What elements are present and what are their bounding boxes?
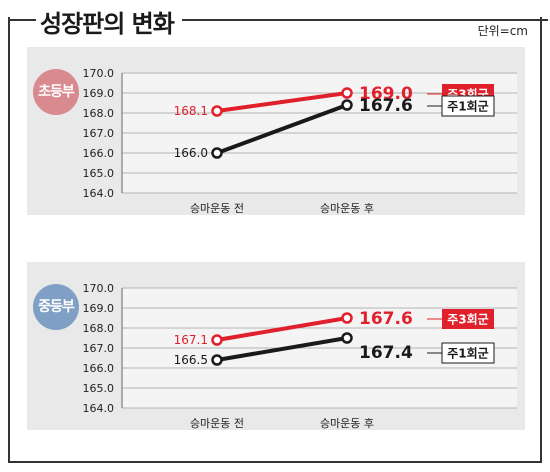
series-line (215, 316, 349, 342)
title-rule (8, 19, 548, 21)
data-label-end: 169.0 (359, 84, 413, 104)
data-label-end: 167.6 (359, 96, 413, 116)
panel-middle: 중등부 170.0 169.0 168.0 167.0 166.0 165.0 164.0 승… (27, 262, 525, 430)
x-tick-label: 승마운동 후 (320, 417, 374, 430)
panel-badge-elementary: 초등부 (33, 69, 79, 115)
x-tick-label: 승마운동 전 (190, 202, 244, 215)
y-tick-label: 166.0 (83, 147, 115, 160)
data-label-end: 167.6 (359, 309, 413, 329)
chart-middle: 170.0 169.0 168.0 167.0 166.0 165.0 164.0 승마운동 … (83, 282, 517, 430)
data-label-start: 168.1 (174, 104, 208, 118)
series-tag-label: 주3회군 (447, 312, 488, 327)
series-line (215, 336, 349, 362)
data-point (341, 312, 353, 324)
panel-badge-middle: 중등부 (33, 284, 79, 330)
y-tick-label: 164.0 (83, 402, 115, 415)
y-tick-label: 168.0 (83, 322, 115, 335)
series-line (215, 91, 349, 113)
series-line (215, 103, 349, 155)
y-tick-label: 167.0 (83, 127, 115, 140)
y-tick-label: 170.0 (83, 67, 115, 80)
data-label-end: 167.4 (359, 343, 413, 363)
data-point (341, 99, 353, 111)
data-point (211, 334, 223, 346)
x-tick-label: 승마운동 후 (320, 202, 374, 215)
chart-elementary: 170.0 169.0 168.0 167.0 166.0 165.0 164.0 승마운동 … (83, 67, 517, 215)
data-point (211, 105, 223, 117)
y-tick-label: 165.0 (83, 167, 115, 180)
y-tick-label: 168.0 (83, 107, 115, 120)
series-tag-label: 주1회군 (447, 346, 488, 361)
y-tick-label: 165.0 (83, 382, 115, 395)
series-tag-box (441, 95, 495, 117)
data-label-start: 167.1 (174, 333, 208, 347)
data-label-start: 166.5 (174, 353, 208, 367)
series-tag-box (442, 309, 494, 329)
y-tick-label: 170.0 (83, 282, 115, 295)
x-tick-label: 승마운동 전 (190, 417, 244, 430)
data-point (211, 354, 223, 366)
series-tag-box (441, 342, 495, 364)
title-bar: 성장판의 변화 (8, 2, 548, 39)
y-tick-label: 169.0 (83, 302, 115, 315)
series-tag-label: 주1회군 (447, 99, 488, 114)
data-label-start: 166.0 (174, 146, 208, 160)
panel-elementary: 초등부 170.0 169.0 168.0 167.0 166.0 165.0 164.0 승… (27, 47, 525, 215)
y-tick-label: 166.0 (83, 362, 115, 375)
data-point (341, 87, 353, 99)
page-title: 성장판의 변화 (36, 4, 182, 39)
y-tick-label: 167.0 (83, 342, 115, 355)
chart-frame (8, 17, 542, 463)
data-point (211, 147, 223, 159)
unit-label: 단위=cm (477, 24, 528, 38)
y-tick-label: 169.0 (83, 87, 115, 100)
data-point (341, 332, 353, 344)
y-tick-label: 164.0 (83, 187, 115, 200)
